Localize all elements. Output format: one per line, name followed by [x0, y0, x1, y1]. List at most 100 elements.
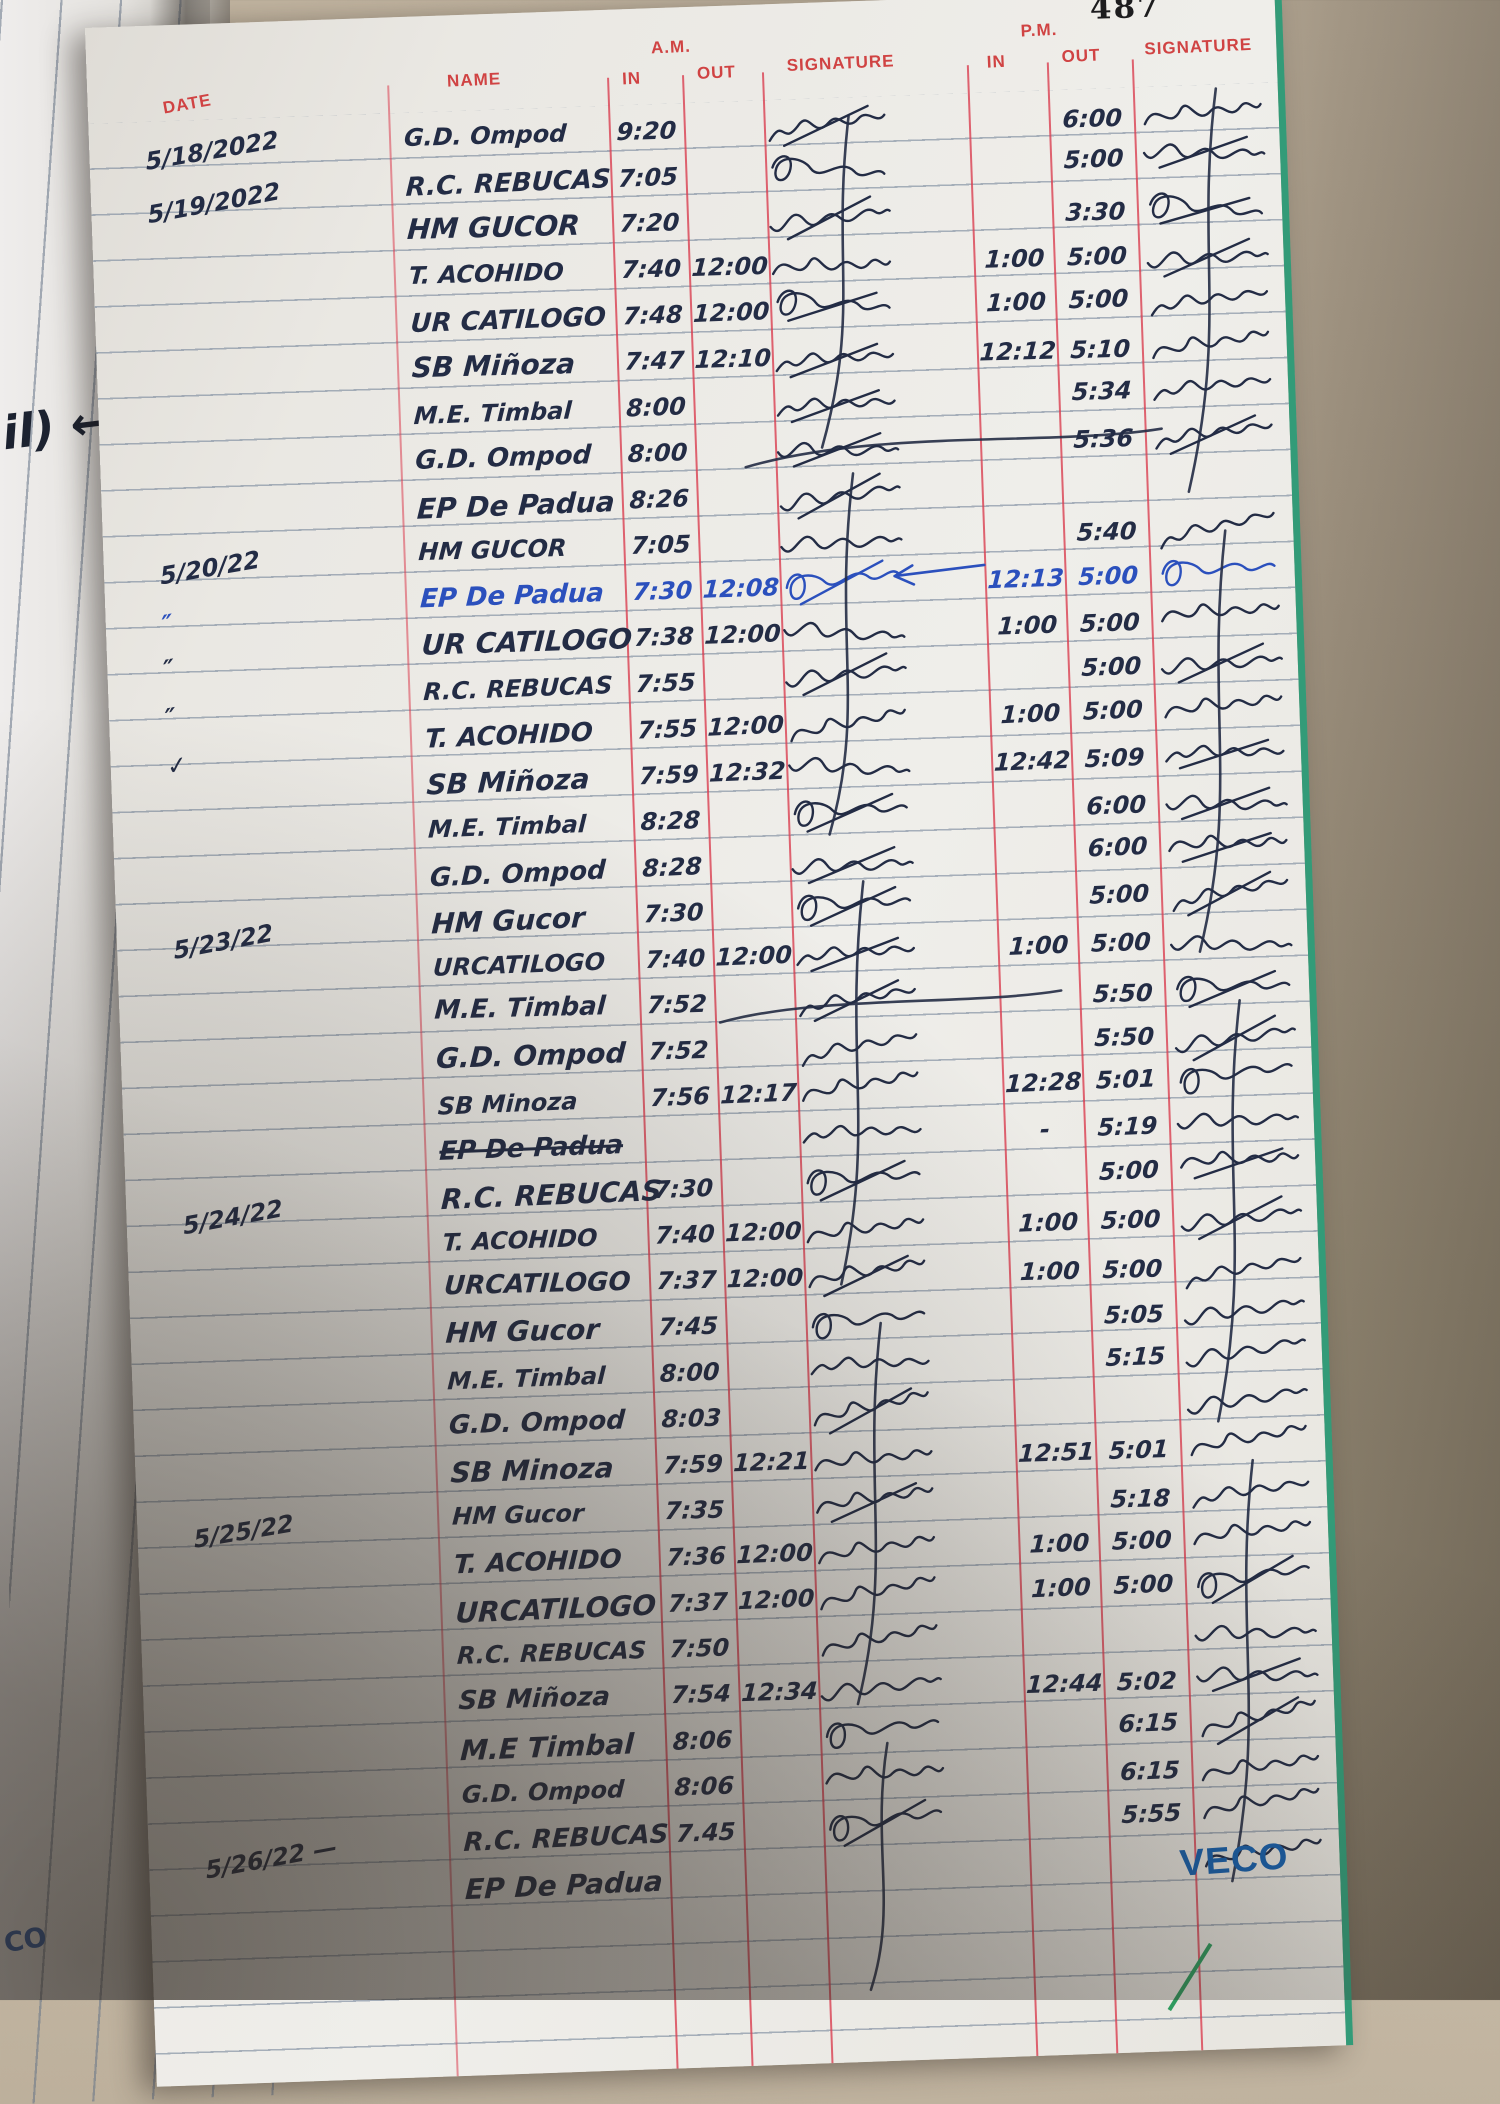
am-out-cell: 12:00 [714, 940, 793, 972]
pm-in-cell [1018, 1477, 1099, 1525]
pm-out-cell: 5:01 [1108, 1434, 1170, 1465]
am-out-cell: 12:08 [702, 573, 780, 604]
am-out-cell [746, 1851, 826, 1900]
am-out-cell [696, 426, 777, 475]
pm-in-cell [1031, 1838, 1111, 1887]
am-out-cell [720, 1116, 800, 1165]
pm-in-cell [1027, 1749, 1107, 1798]
pm-out-cell: 5:55 [1120, 1798, 1182, 1830]
am-in-cell: 7.45 [675, 1817, 737, 1849]
am-in-cell: 7:47 [623, 346, 686, 376]
pm-in-cell [971, 138, 1051, 187]
pm-out-cell: 5:00 [1090, 927, 1152, 958]
pm-in-cell [1007, 1149, 1087, 1198]
am-out-cell: 12:00 [725, 1263, 805, 1294]
am-out-cell: 12:10 [693, 343, 772, 374]
am-in-cell: 7:37 [667, 1587, 729, 1619]
pm-in-cell: 1:00 [1030, 1572, 1092, 1604]
am-out-cell [730, 1392, 811, 1440]
am-out-cell: 12:34 [740, 1676, 819, 1708]
pm-out-cell: 5:00 [1082, 695, 1144, 726]
am-signature-cell [766, 281, 976, 334]
am-signature-cell [782, 740, 992, 794]
pm-signature-cell [1182, 1421, 1325, 1472]
am-signature-cell [762, 141, 972, 196]
pm-out-cell: 5:00 [1068, 284, 1130, 315]
am-signature-cell [770, 373, 980, 427]
pm-out-cell: 5:34 [1071, 376, 1133, 407]
am-in-cell: 7:36 [665, 1541, 727, 1572]
pm-signature-cell [1139, 184, 1282, 233]
pm-out-cell: 6:15 [1119, 1755, 1181, 1787]
pm-in-cell: 1:00 [983, 243, 1046, 274]
pm-in-cell: 12:13 [986, 563, 1065, 595]
am-out-cell [709, 794, 789, 843]
am-in-cell: 7:59 [638, 760, 700, 791]
pm-signature-cell [1173, 1140, 1317, 1192]
pm-in-cell: 1:00 [1000, 698, 1061, 730]
am-in-cell: 7:54 [670, 1679, 732, 1710]
am-out-cell [704, 656, 784, 705]
corner-print-note: CO [1, 1921, 49, 1960]
pm-signature-cell [1152, 547, 1295, 598]
pm-out-cell [1062, 458, 1147, 507]
am-in-cell: 7:45 [657, 1311, 719, 1342]
pm-in-cell [1029, 1793, 1109, 1842]
am-signature-cell [799, 1201, 1008, 1254]
pm-out-cell: 5:00 [1080, 651, 1142, 682]
am-out-cell [743, 1759, 823, 1808]
pm-in-cell: 1:00 [985, 287, 1047, 318]
am-in-cell: 8:03 [660, 1403, 723, 1434]
am-out-cell: 12:00 [692, 297, 771, 328]
am-signature-cell [821, 1842, 1031, 1897]
logbook-page: 487 DATE NAME A.M. IN OUT SIGNATURE P.M.… [85, 0, 1354, 2097]
am-signature-cell [785, 830, 995, 885]
am-signature-cell [773, 464, 983, 520]
am-out-cell [694, 380, 774, 429]
am-out-cell [685, 105, 766, 153]
pm-signature-cell [1187, 1554, 1331, 1606]
am-in-cell: 7:55 [635, 668, 697, 699]
am-out-cell [726, 1300, 807, 1348]
am-in-cell: 7:05 [617, 162, 679, 193]
pm-signature-cell [1165, 913, 1309, 964]
pm-in-cell: - [1039, 1115, 1051, 1144]
am-in-cell: 7:56 [649, 1081, 711, 1113]
am-out-cell [728, 1345, 808, 1394]
am-signature-cell [776, 557, 985, 610]
am-in-cell: 8:28 [639, 805, 702, 837]
pm-out-cell: 5:00 [1066, 241, 1128, 272]
am-signature-cell [781, 693, 991, 748]
pm-in-cell [1011, 1293, 1092, 1341]
am-signature-cell [807, 1431, 1016, 1484]
pm-out-cell: 5:40 [1076, 516, 1138, 547]
pm-signature-cell [1161, 816, 1305, 868]
am-signature-cell [789, 924, 999, 978]
pm-signature-cell [1158, 728, 1302, 779]
am-in-cell: 8:06 [673, 1771, 735, 1802]
am-signature-cell [791, 974, 1000, 1025]
pm-in-cell [982, 461, 1062, 510]
pm-in-cell: 1:00 [1019, 1256, 1081, 1287]
pm-in-cell [997, 873, 1077, 922]
am-out-cell [686, 150, 766, 199]
am-in-cell: 8:28 [641, 852, 703, 883]
pm-signature-cell [1149, 452, 1293, 503]
pm-out-cell: 6:15 [1117, 1707, 1179, 1739]
am-in-cell: 7:40 [644, 943, 706, 975]
pm-in-cell: 1:00 [1028, 1528, 1091, 1559]
pm-in-cell [1002, 1016, 1083, 1064]
pm-in-cell: 1:00 [996, 610, 1059, 641]
pm-in-cell: 12:28 [1004, 1067, 1083, 1099]
pm-in-cell [1014, 1384, 1095, 1432]
am-out-cell: 12:00 [706, 710, 785, 742]
pm-in-cell: 12:42 [993, 745, 1072, 777]
pm-in-cell: 1:00 [1008, 930, 1070, 961]
am-in-cell: 7:52 [646, 989, 708, 1020]
am-out-cell [722, 1161, 802, 1210]
am-in-cell: 8:00 [627, 438, 689, 469]
pm-signature-cell [1156, 679, 1300, 731]
am-in-cell: 7:05 [630, 530, 692, 560]
am-out-cell [715, 979, 796, 1027]
pm-signature-cell [1174, 1191, 1317, 1242]
